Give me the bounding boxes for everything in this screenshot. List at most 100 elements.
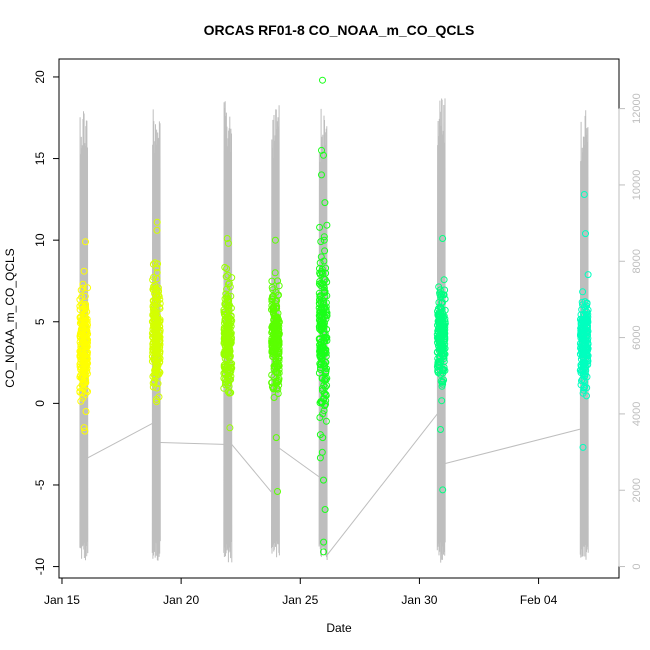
data-point: [82, 355, 90, 363]
altitude-transit-line: [160, 442, 224, 445]
data-point: [317, 361, 325, 368]
data-point: [221, 319, 228, 327]
data-point: [272, 297, 280, 305]
data-point: [319, 76, 326, 84]
data-point: [76, 384, 84, 392]
data-point: [580, 354, 588, 362]
data-point: [149, 260, 157, 268]
y2-tick-label: 0: [631, 563, 643, 569]
data-point: [77, 328, 85, 336]
altitude-transit-line: [445, 428, 581, 464]
data-point: [80, 318, 88, 326]
data-point: [224, 271, 232, 279]
y-tick-label: -10: [33, 558, 47, 576]
data-point: [577, 331, 585, 339]
data-point: [320, 284, 328, 292]
data-point: [579, 359, 587, 367]
data-point: [227, 292, 235, 300]
flight-points: [315, 76, 331, 556]
data-point: [225, 279, 233, 287]
x-axis: Jan 15 Jan 20 Jan 25 Jan 30 Feb 04: [44, 577, 558, 607]
data-point: [223, 285, 231, 293]
data-point: [80, 267, 88, 275]
data-point: [321, 247, 329, 255]
altitude-transit-line: [87, 423, 153, 459]
y-tick-label: 0: [33, 400, 47, 407]
data-point: [579, 443, 587, 451]
data-point: [154, 298, 162, 306]
data-point: [580, 310, 588, 318]
data-point: [268, 348, 276, 356]
data-point: [323, 374, 331, 382]
data-point: [318, 324, 326, 332]
altitude-profile: [79, 111, 89, 561]
data-point: [316, 307, 324, 314]
data-point: [153, 398, 161, 406]
data-point: [220, 308, 228, 316]
data-point: [272, 368, 280, 376]
data-point: [153, 226, 161, 234]
data-point: [80, 424, 88, 432]
data-point: [577, 334, 585, 342]
data-point: [577, 315, 585, 323]
data-point: [82, 328, 90, 336]
data-point: [580, 349, 588, 357]
plot-area-frame: [58, 58, 620, 579]
data-point: [439, 328, 447, 336]
data-point: [439, 380, 447, 388]
data-point: [270, 394, 278, 401]
data-point: [584, 271, 592, 279]
data-point: [583, 384, 591, 392]
data-point: [81, 427, 89, 435]
data-point: [226, 332, 234, 340]
data-point: [321, 330, 329, 338]
data-point: [578, 306, 586, 314]
data-point: [223, 235, 231, 242]
y-tick-label: 5: [33, 318, 47, 325]
data-point: [579, 288, 587, 296]
x-tick-label: Jan 30: [401, 593, 437, 607]
data-point: [440, 376, 448, 384]
data-point: [223, 347, 231, 355]
data-point: [320, 233, 328, 241]
data-point: [318, 375, 326, 382]
data-point: [269, 306, 277, 314]
data-point: [271, 236, 279, 244]
data-point: [274, 370, 282, 377]
data-point: [269, 343, 277, 351]
data-point: [435, 338, 443, 345]
y2-tick-label: 4000: [631, 402, 643, 426]
data-point: [273, 326, 280, 334]
data-point: [225, 382, 233, 390]
data-point: [79, 367, 87, 375]
data-point: [320, 236, 328, 244]
data-point: [435, 316, 443, 324]
data-point: [225, 327, 232, 335]
data-point: [227, 389, 235, 397]
data-point: [583, 324, 591, 332]
y-tick-label: 10: [33, 233, 47, 247]
data-point: [268, 383, 276, 391]
data-point: [274, 390, 282, 397]
data-point: [225, 379, 233, 387]
data-point: [273, 297, 281, 304]
data-point: [582, 337, 590, 345]
data-point: [274, 335, 282, 343]
data-point: [79, 385, 87, 393]
data-point: [78, 293, 86, 301]
y2-tick-label: 8000: [631, 249, 643, 273]
flight-points: [268, 236, 283, 495]
data-point: [149, 379, 157, 387]
data-point: [150, 312, 158, 320]
data-point: [82, 305, 90, 313]
data-point: [317, 308, 325, 316]
data-point: [272, 314, 280, 322]
data-point: [83, 342, 91, 350]
data-point: [322, 264, 330, 272]
y-tick-label: 15: [33, 152, 47, 166]
y-tick-label: -5: [33, 479, 47, 490]
data-point: [82, 317, 90, 325]
data-point: [317, 238, 325, 246]
data-point: [77, 313, 85, 321]
data-point: [315, 335, 323, 343]
